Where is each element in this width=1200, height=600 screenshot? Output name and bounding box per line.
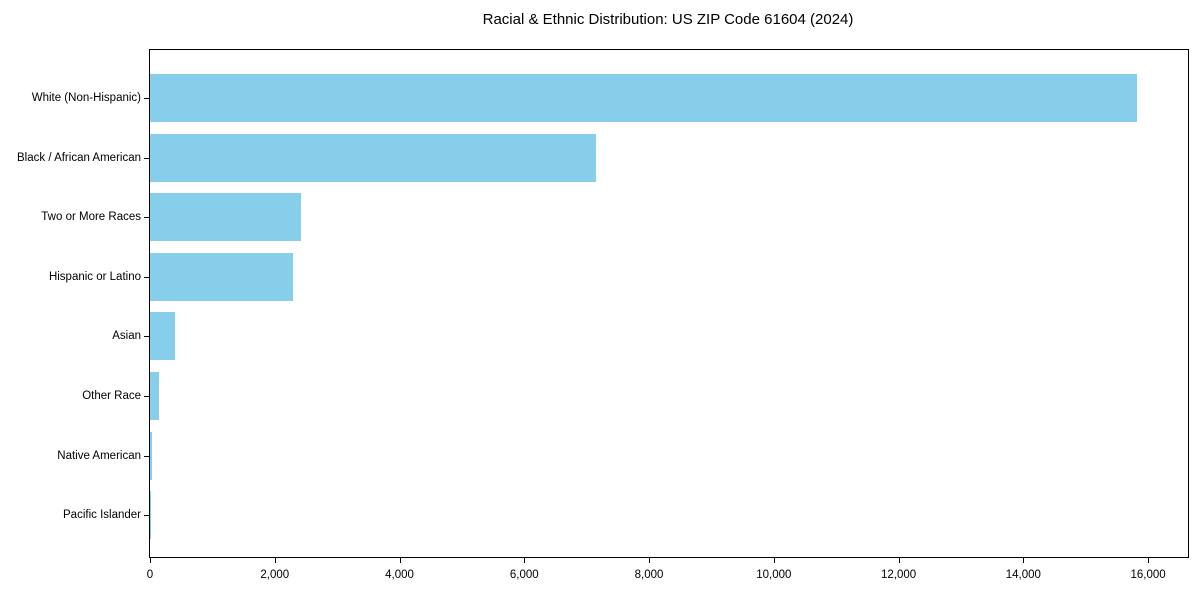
y-tick-label: Pacific Islander [63, 509, 141, 522]
y-tick-mark [144, 396, 149, 397]
y-tick-label: Native American [57, 449, 141, 462]
y-tick-label: Asian [112, 330, 141, 343]
x-tick-label: 14,000 [1005, 569, 1041, 581]
x-tick-label: 0 [146, 569, 154, 581]
bar [150, 252, 293, 301]
x-tick-label: 12,000 [880, 569, 917, 581]
y-tick-label: Black / African American [17, 151, 141, 164]
x-tick-mark [773, 558, 775, 563]
x-tick-mark [274, 558, 276, 563]
y-tick-label: Two or More Races [41, 211, 141, 224]
x-tick-label: 16,000 [1130, 569, 1166, 581]
x-tick-label: 2,000 [260, 569, 290, 581]
x-tick-mark [898, 558, 900, 563]
bar [150, 74, 1137, 122]
y-tick-label: Other Race [82, 390, 141, 402]
x-tick-mark [399, 558, 401, 563]
x-tick-mark [524, 558, 526, 563]
bar [150, 372, 160, 420]
y-tick-mark [144, 98, 149, 99]
y-tick-label: Hispanic or Latino [48, 270, 141, 283]
y-tick-mark [144, 515, 149, 517]
plot-area [149, 49, 1189, 558]
x-tick-label: 10,000 [756, 569, 792, 581]
y-tick-label: White (Non-Hispanic) [31, 92, 141, 104]
x-tick-mark [1023, 558, 1025, 563]
x-tick-mark [1148, 558, 1150, 563]
y-tick-mark [144, 455, 149, 457]
bar [150, 193, 301, 242]
y-tick-mark [144, 276, 149, 278]
x-tick-label: 6,000 [509, 569, 539, 581]
y-tick-mark [144, 336, 149, 338]
bar [150, 312, 175, 361]
x-tick-label: 8,000 [634, 569, 664, 581]
x-tick-label: 4,000 [385, 569, 414, 581]
y-tick-mark [144, 217, 149, 219]
bar [150, 133, 597, 182]
x-tick-mark [150, 558, 151, 563]
y-tick-mark [144, 157, 149, 159]
x-tick-mark [649, 558, 651, 563]
bar [150, 431, 152, 480]
chart-title: Racial & Ethnic Distribution: US ZIP Cod… [482, 11, 854, 28]
